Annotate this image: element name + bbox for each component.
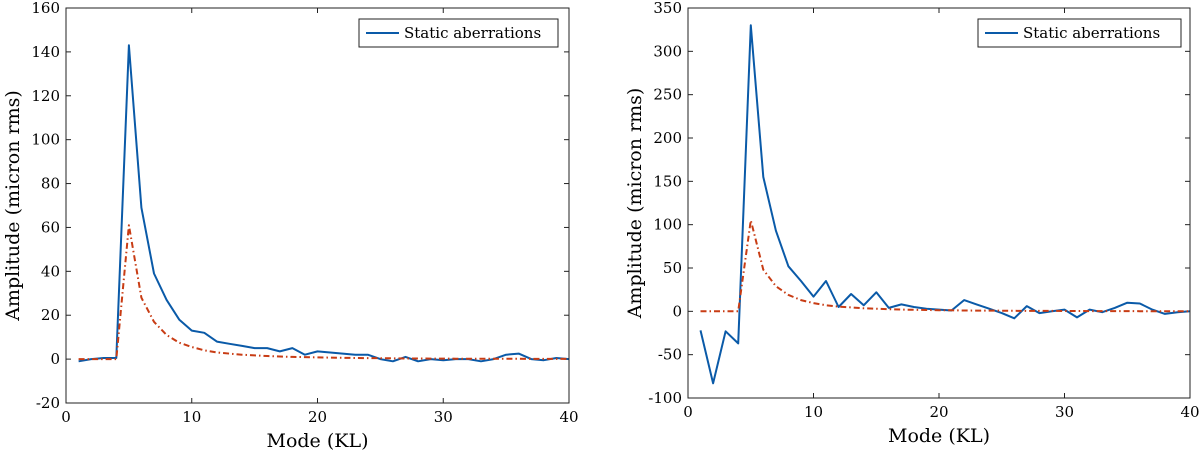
x-tick-label: 20 <box>308 408 327 426</box>
y-axis-label: Amplitude (micron rms) <box>624 88 646 320</box>
y-tick-label: 0 <box>50 350 60 368</box>
y-tick-label: 60 <box>41 218 60 236</box>
chart-2: 0 10 20 30 40 -100 -50 0 50 100 150 200 250 300 350 Mod… <box>624 0 1200 447</box>
x-tick-label: 40 <box>1180 403 1199 421</box>
y-tick-label: 0 <box>672 302 682 320</box>
static-aberrations-line <box>78 44 570 363</box>
fit-series-line <box>700 219 1190 313</box>
y-tick-label: -50 <box>658 346 682 364</box>
legend-entry-label: Static aberrations <box>1023 24 1160 42</box>
axes-box <box>65 7 570 404</box>
x-axis-label: Mode (KL) <box>888 425 990 447</box>
fit-series-line <box>78 224 569 361</box>
y-tick-label: 140 <box>31 43 60 61</box>
y-tick-label: 150 <box>653 172 682 190</box>
y-tick-label: 200 <box>653 129 682 147</box>
legend: Static aberrations <box>358 18 559 48</box>
y-tick-label: -20 <box>36 394 60 412</box>
y-axis-label: Amplitude (micron rms) <box>2 90 24 322</box>
x-tick-label: 30 <box>434 408 453 426</box>
x-tick-label: 20 <box>929 403 948 421</box>
y-tick-label: 100 <box>653 216 682 234</box>
y-tick-label: 80 <box>41 175 60 193</box>
y-tick-label: 50 <box>663 259 682 277</box>
axes-box <box>687 7 1191 399</box>
x-axis-label: Mode (KL) <box>267 430 369 452</box>
x-tick-label: 30 <box>1055 403 1074 421</box>
x-tick-label: 40 <box>559 408 578 426</box>
y-tick-label: 300 <box>653 42 682 60</box>
x-tick-label: 0 <box>61 408 71 426</box>
y-tick-label: 250 <box>653 86 682 104</box>
y-tick-label: 100 <box>31 131 60 149</box>
y-tick-label: 40 <box>41 262 60 280</box>
y-tick-label: 350 <box>653 0 682 17</box>
y-tick-label: 120 <box>31 87 60 105</box>
legend: Static aberrations <box>977 18 1182 48</box>
y-tick-label: 20 <box>41 306 60 324</box>
static-aberrations-line <box>699 24 1191 385</box>
y-tick-label: -100 <box>648 389 682 407</box>
y-tick-label: 160 <box>31 0 60 17</box>
legend-entry-label: Static aberrations <box>404 24 541 42</box>
x-tick-label: 10 <box>182 408 201 426</box>
x-tick-label: 0 <box>683 403 693 421</box>
x-tick-label: 10 <box>804 403 823 421</box>
